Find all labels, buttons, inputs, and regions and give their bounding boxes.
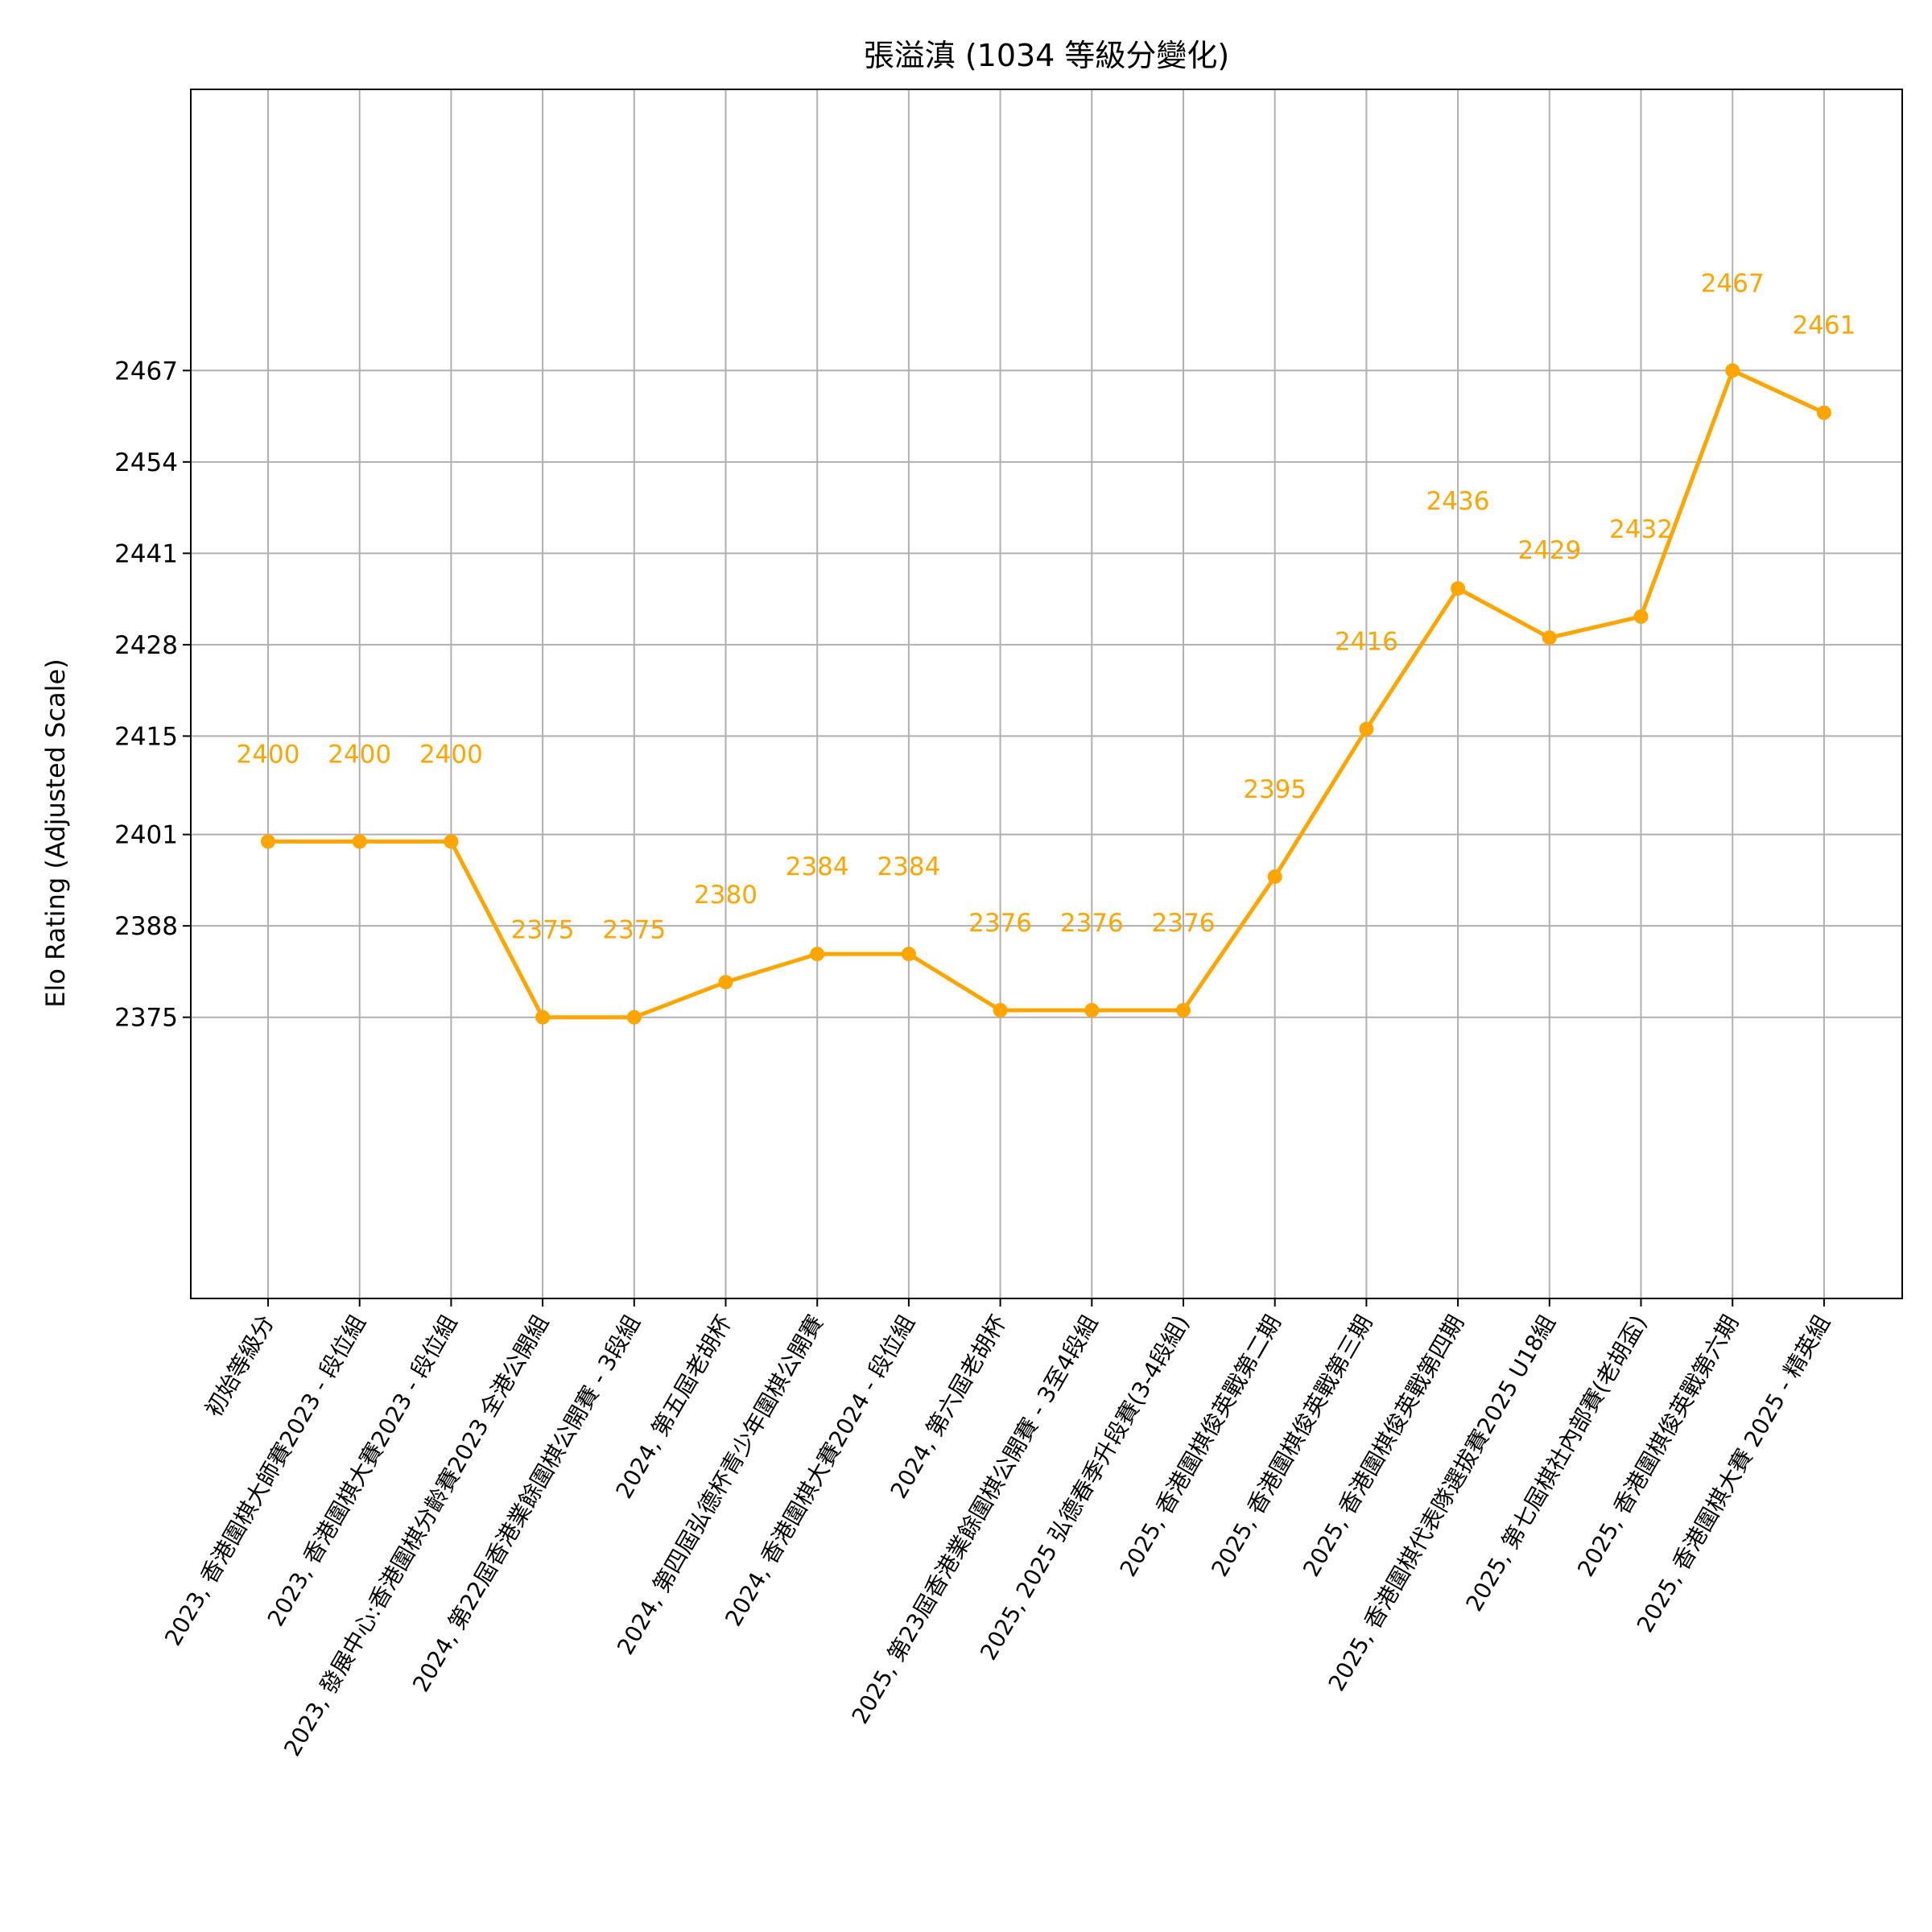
data-point: [1542, 630, 1557, 646]
x-tick-label: 2024, 香港圍棋大賽2024 - 段位組: [720, 1311, 920, 1631]
y-tick-label: 2454: [114, 448, 178, 477]
series-elo: [261, 363, 1831, 1025]
data-label: 2376: [1152, 909, 1216, 938]
data-label: 2376: [1060, 909, 1124, 938]
data-point: [1725, 363, 1740, 378]
x-tick-label: 2025, 香港圍棋俊英戰第三期: [1206, 1311, 1377, 1581]
data-label: 2375: [602, 916, 666, 945]
data-point: [535, 1009, 551, 1025]
y-tick-label: 2467: [114, 357, 178, 386]
y-axis-label: Elo Rating (Adjusted Scale): [40, 658, 71, 1007]
data-label: 2400: [419, 740, 483, 769]
y-tick-label: 2388: [114, 912, 178, 941]
y-tick-label: 2415: [114, 722, 178, 751]
data-point: [901, 947, 916, 962]
data-label: 2384: [877, 852, 940, 881]
data-label: 2432: [1609, 515, 1673, 544]
data-label: 2436: [1426, 487, 1490, 516]
data-point: [1816, 405, 1831, 420]
chart-title: 張溢滇 (1034 等級分變化): [864, 38, 1230, 73]
data-point: [626, 1009, 642, 1025]
y-tick-label: 2428: [114, 631, 178, 660]
data-point: [1633, 609, 1649, 624]
data-label: 2395: [1243, 775, 1307, 804]
y-tick-label: 2401: [114, 821, 178, 850]
x-tick-label: 2025, 香港圍棋大賽 2025 - 精英組: [1632, 1311, 1835, 1637]
data-point: [718, 975, 733, 990]
data-label: 2467: [1701, 269, 1765, 298]
x-tick-label: 2025, 香港圍棋俊英戰第四期: [1298, 1311, 1469, 1581]
data-label: 2416: [1335, 628, 1398, 657]
grid-lines: [191, 89, 1902, 1298]
data-point: [1176, 1002, 1191, 1018]
series-line: [268, 368, 1825, 1020]
x-tick-label: 2023, 香港圍棋大師賽2023 - 段位組: [159, 1311, 371, 1650]
x-tick-label: 初始等級分: [200, 1311, 279, 1422]
data-label: 2375: [511, 916, 575, 945]
x-tick-label: 2025, 第七屆棋社內部賽(老胡盃): [1461, 1311, 1653, 1616]
data-point: [993, 1002, 1008, 1018]
data-point: [261, 834, 275, 849]
data-point: [810, 947, 825, 962]
x-tick-label: 2025, 香港圍棋俊英戰第二期: [1115, 1311, 1286, 1581]
data-label: 2376: [968, 909, 1032, 938]
data-point: [1359, 721, 1374, 737]
data-label: 2400: [328, 740, 391, 769]
data-label: 2461: [1792, 312, 1856, 341]
data-label: 2384: [786, 852, 849, 881]
data-point: [352, 834, 367, 849]
plot-frame: [190, 89, 1903, 1299]
data-point: [1084, 1002, 1100, 1018]
data-label: 2380: [694, 881, 758, 910]
x-tick-label: 2025, 香港圍棋俊英戰第六期: [1572, 1311, 1744, 1581]
x-tick-label: 2023, 香港圍棋大賽2023 - 段位組: [262, 1311, 463, 1631]
data-point: [1267, 869, 1282, 885]
data-labels: 2400 2400 2400 2375 2375 2380 2384 2384 2376 2376…: [237, 269, 1856, 944]
y-tick-label: 2375: [114, 1004, 178, 1033]
data-label: 2429: [1517, 536, 1581, 565]
tick-labels: 23752388240124152428244124542467初始等級分202…: [114, 357, 1835, 1761]
data-point: [1451, 581, 1466, 597]
axes: [183, 89, 1903, 1307]
y-tick-label: 2441: [114, 539, 178, 568]
data-point: [444, 834, 459, 849]
data-label: 2400: [237, 740, 300, 769]
